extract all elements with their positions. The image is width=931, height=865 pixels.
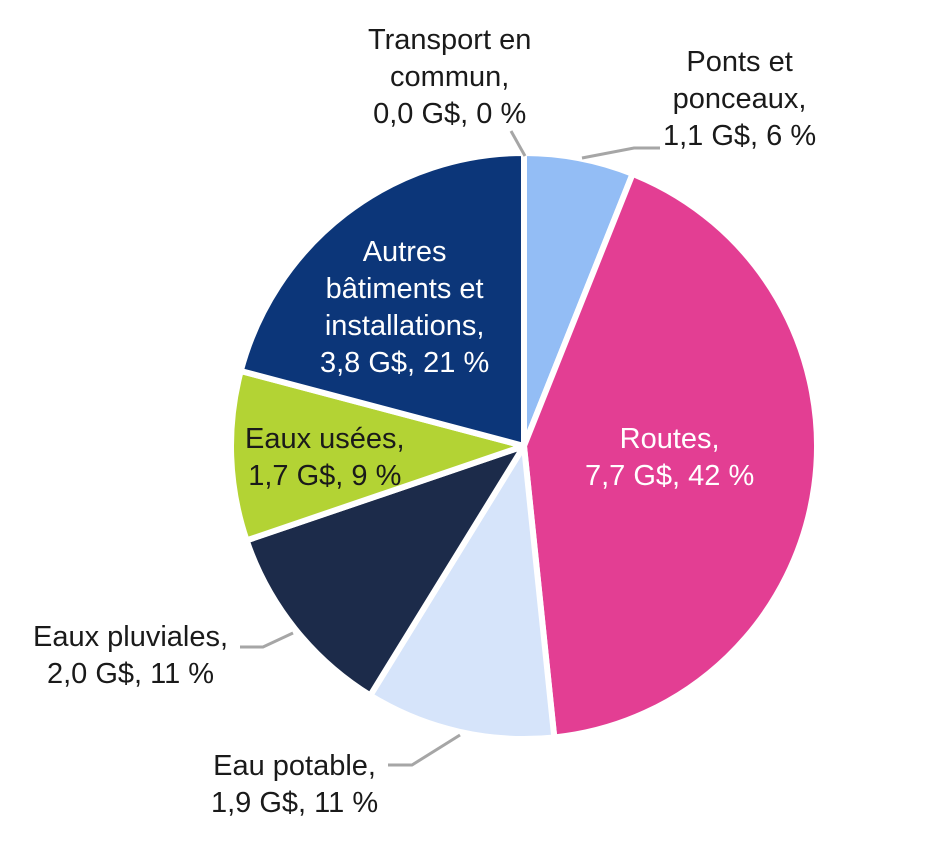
label-line: commun, <box>390 61 510 93</box>
label-line: 0,0 G$, 0 % <box>373 98 527 130</box>
label-line: 3,8 G$, 21 % <box>320 347 490 379</box>
leader-line-pluviales <box>240 631 294 649</box>
label-routes: Routes, 7,7 G$, 42 % <box>585 421 754 495</box>
label-eaux-usees: Eaux usées, 1,7 G$, 9 % <box>245 421 405 495</box>
label-line: 1,9 G$, 11 % <box>211 787 379 819</box>
label-eaux-pluviales: Eaux pluviales, 2,0 G$, 11 % <box>33 619 228 693</box>
label-line: ponceaux, <box>672 83 807 115</box>
label-ponts-et-ponceaux: Ponts et ponceaux, 1,1 G$, 6 % <box>663 44 816 155</box>
label-autres-batiments: Autres bâtiments et installations, 3,8 G… <box>320 234 489 382</box>
leader-line-ponts <box>581 146 660 160</box>
pie-slice-autres-b-timents-et-installations <box>237 150 527 449</box>
label-line: Eau potable, <box>213 750 376 782</box>
label-line: 2,0 G$, 11 % <box>46 658 215 690</box>
leader-line-eau-potable <box>388 733 461 767</box>
label-line: Autres <box>362 236 447 268</box>
label-line: installations, <box>324 310 485 342</box>
label-line: Ponts et <box>686 46 793 78</box>
leader-line-transport <box>509 130 527 157</box>
label-line: Transport en <box>368 24 532 56</box>
pie-slice-eau-potable <box>367 443 558 742</box>
label-line: 7,7 G$, 42 % <box>585 460 755 492</box>
label-transport-en-commun: Transport en commun, 0,0 G$, 0 % <box>368 22 531 133</box>
label-line: 1,7 G$, 9 % <box>248 460 402 492</box>
label-line: Eaux pluviales, <box>33 621 229 653</box>
label-line: Eaux usées, <box>245 423 405 455</box>
pie-slice-routes <box>521 170 820 741</box>
label-line: Routes, <box>619 423 720 455</box>
label-eau-potable: Eau potable, 1,9 G$, 11 % <box>211 748 378 822</box>
label-line: 1,1 G$, 6 % <box>663 120 817 152</box>
pie-slice-eaux-pluviales <box>243 443 527 699</box>
pie-slice-eaux-us-es <box>228 367 527 544</box>
label-line: bâtiments et <box>325 273 484 305</box>
